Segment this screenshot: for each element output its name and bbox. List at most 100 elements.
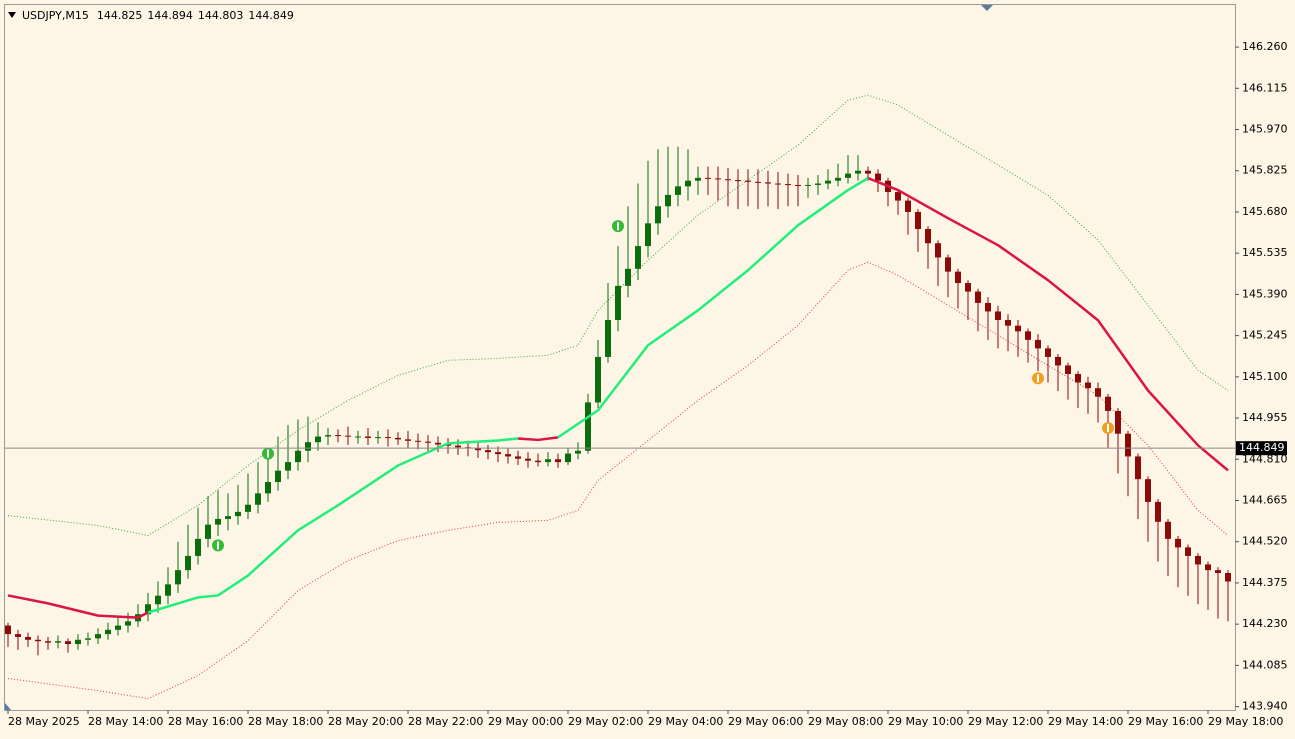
band-line	[7, 261, 1229, 700]
candle-body	[605, 319, 611, 357]
candle-body	[365, 436, 371, 438]
candle-body	[665, 194, 671, 207]
y-tick-label: 144.955	[1242, 411, 1288, 424]
ohlc-value: 144.803	[198, 9, 244, 22]
candle-body	[705, 177, 711, 179]
y-tick-label: 145.825	[1242, 164, 1288, 177]
candle-body	[855, 170, 861, 174]
candle-body	[715, 178, 721, 180]
candle-body	[1065, 365, 1071, 374]
candle-body	[575, 450, 581, 454]
candle-body	[165, 584, 171, 596]
candle-body	[965, 283, 971, 292]
candle-body	[1215, 570, 1221, 573]
candle-body	[615, 285, 621, 320]
candle-body	[45, 641, 51, 643]
candle-body	[485, 450, 491, 453]
candle-body	[625, 268, 631, 286]
candle-body	[1145, 479, 1151, 502]
candle-body	[835, 177, 841, 181]
x-tick-label: 29 May 08:00	[808, 715, 883, 728]
candle-body	[65, 641, 71, 645]
candle-body	[75, 639, 81, 645]
candle-body	[235, 511, 241, 517]
candle-body	[985, 302, 991, 312]
candle-body	[895, 192, 901, 201]
candle-body	[995, 311, 1001, 320]
candle-body	[395, 437, 401, 440]
candle-body	[115, 625, 121, 630]
y-tick-label: 144.230	[1242, 617, 1288, 630]
candle-body	[125, 621, 131, 626]
candle-body	[635, 246, 641, 269]
candle-body	[795, 184, 801, 186]
x-tick-label: 29 May 14:00	[1048, 715, 1123, 728]
candle-body	[195, 538, 201, 556]
candle-body	[445, 444, 451, 446]
plot-frame	[4, 4, 1236, 711]
candle-body	[325, 435, 331, 437]
candle-body	[275, 470, 281, 483]
x-tick-label: 29 May 10:00	[888, 715, 963, 728]
moving-average	[7, 176, 1229, 619]
candle-body	[1225, 572, 1231, 582]
candle-body	[785, 184, 791, 186]
candle-body	[505, 454, 511, 457]
candle-body	[455, 445, 461, 448]
candle-body	[225, 516, 231, 519]
candle-body	[15, 634, 21, 637]
ohlc-value: 144.849	[248, 9, 294, 22]
candle-body	[1025, 331, 1031, 340]
symbol: USDJPY,M15	[22, 9, 89, 22]
candle-body	[1015, 325, 1021, 332]
candle-body	[385, 437, 391, 439]
candle-body	[5, 625, 11, 635]
bid-box	[1236, 441, 1287, 456]
candle-body	[695, 177, 701, 181]
candle-body	[765, 182, 771, 184]
candle-body	[205, 524, 211, 539]
candle-body	[85, 638, 91, 640]
bid-label: 144.849	[1239, 441, 1285, 454]
candle-body	[295, 450, 301, 463]
candle-body	[1115, 410, 1121, 434]
candle-body	[345, 435, 351, 437]
candle-body	[755, 181, 761, 183]
ohlc-value: 144.825	[97, 9, 143, 22]
candle-body	[925, 229, 931, 244]
candle-body	[875, 173, 881, 181]
x-tick-label: 29 May 00:00	[488, 715, 563, 728]
y-tick-label: 145.535	[1242, 246, 1288, 259]
candle-body	[745, 180, 751, 182]
x-tick-label: 29 May 16:00	[1128, 715, 1203, 728]
candle-body	[1055, 356, 1061, 366]
candle-body	[865, 170, 871, 174]
candle-body	[1045, 348, 1051, 357]
x-tick-label: 28 May 22:00	[408, 715, 483, 728]
x-tick-label: 29 May 12:00	[968, 715, 1043, 728]
candle-body	[775, 183, 781, 185]
candle-body	[725, 179, 731, 181]
y-tick-label: 144.085	[1242, 658, 1288, 671]
ohlc-value: 144.894	[147, 9, 193, 22]
candle-body	[25, 636, 31, 640]
x-tick-label: 29 May 02:00	[568, 715, 643, 728]
x-tick-label: 28 May 18:00	[248, 715, 323, 728]
y-tick-label: 145.680	[1242, 205, 1288, 218]
candle-body	[525, 458, 531, 461]
candle-body	[1195, 555, 1201, 565]
y-tick-label: 146.115	[1242, 81, 1288, 94]
candle-body	[915, 211, 921, 230]
x-tick-label: 29 May 04:00	[648, 715, 723, 728]
y-tick-label: 145.100	[1242, 370, 1288, 383]
candle-body	[675, 186, 681, 195]
candle-body	[1035, 339, 1041, 349]
candle-body	[415, 440, 421, 442]
candle-body	[805, 184, 811, 186]
candle-body	[905, 200, 911, 212]
candle-body	[55, 641, 61, 643]
candle-body	[555, 459, 561, 463]
candle-body	[815, 183, 821, 185]
candle-body	[1075, 373, 1081, 383]
y-tick-label: 144.375	[1242, 576, 1288, 589]
